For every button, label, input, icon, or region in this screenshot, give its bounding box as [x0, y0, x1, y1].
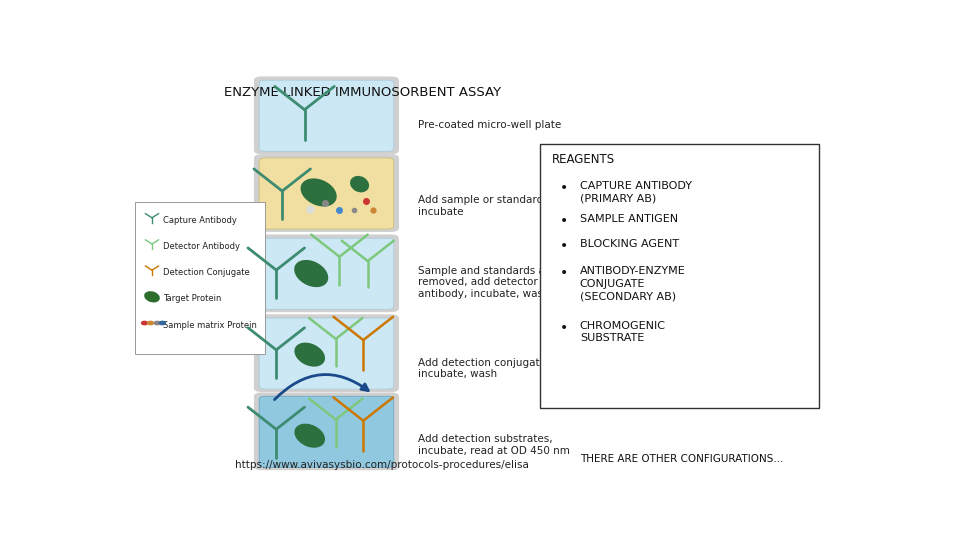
FancyBboxPatch shape: [134, 202, 265, 354]
Text: Sample matrix Protein: Sample matrix Protein: [163, 321, 257, 329]
Text: CHROMOGENIC
SUBSTRATE: CHROMOGENIC SUBSTRATE: [580, 321, 666, 343]
Ellipse shape: [295, 424, 325, 448]
Text: THERE ARE OTHER CONFIGURATIONS...: THERE ARE OTHER CONFIGURATIONS...: [580, 454, 783, 464]
Ellipse shape: [350, 176, 369, 192]
Circle shape: [159, 321, 165, 325]
Ellipse shape: [294, 260, 328, 287]
FancyBboxPatch shape: [259, 318, 394, 389]
FancyBboxPatch shape: [540, 144, 820, 408]
Text: REAGENTS: REAGENTS: [551, 153, 614, 166]
Text: •: •: [560, 181, 568, 195]
Text: https://www.avivasysbio.com/protocols-procedures/elisa: https://www.avivasysbio.com/protocols-pr…: [235, 460, 529, 470]
Ellipse shape: [300, 178, 337, 206]
Text: Sample and standards are
removed, add detector
antibody, incubate, wash: Sample and standards are removed, add de…: [418, 266, 555, 299]
Text: CAPTURE ANTIBODY
(PRIMARY AB): CAPTURE ANTIBODY (PRIMARY AB): [580, 181, 692, 204]
FancyBboxPatch shape: [259, 238, 394, 309]
Text: Add detection substrates,
incubate, read at OD 450 nm: Add detection substrates, incubate, read…: [418, 435, 569, 456]
Text: ENZYME LINKED IMMUNOSORBENT ASSAY: ENZYME LINKED IMMUNOSORBENT ASSAY: [225, 85, 501, 99]
Text: BLOCKING AGENT: BLOCKING AGENT: [580, 239, 679, 249]
Text: SAMPLE ANTIGEN: SAMPLE ANTIGEN: [580, 214, 678, 225]
Text: Detector Antibody: Detector Antibody: [163, 242, 240, 251]
Text: Target Protein: Target Protein: [163, 294, 222, 303]
Text: Add sample or standards,
incubate: Add sample or standards, incubate: [418, 195, 552, 217]
Text: Add detection conjugate,
incubate, wash: Add detection conjugate, incubate, wash: [418, 357, 549, 379]
FancyBboxPatch shape: [259, 396, 394, 467]
Text: Detection Conjugate: Detection Conjugate: [163, 268, 250, 277]
Ellipse shape: [144, 291, 159, 302]
Text: Pre-coated micro-well plate: Pre-coated micro-well plate: [418, 120, 561, 130]
Text: Capture Antibody: Capture Antibody: [163, 216, 237, 225]
Text: •: •: [560, 214, 568, 228]
FancyBboxPatch shape: [259, 80, 394, 151]
FancyBboxPatch shape: [253, 154, 399, 232]
Circle shape: [155, 321, 160, 325]
FancyBboxPatch shape: [259, 158, 394, 229]
FancyBboxPatch shape: [253, 234, 399, 312]
Text: ANTIBODY-ENZYME
CONJUGATE
(SECONDARY AB): ANTIBODY-ENZYME CONJUGATE (SECONDARY AB): [580, 266, 685, 301]
Text: •: •: [560, 266, 568, 280]
FancyBboxPatch shape: [253, 77, 399, 154]
Ellipse shape: [295, 342, 325, 367]
FancyBboxPatch shape: [253, 314, 399, 392]
Text: •: •: [560, 321, 568, 334]
Text: •: •: [560, 239, 568, 253]
Circle shape: [148, 321, 154, 325]
Circle shape: [141, 321, 148, 325]
FancyBboxPatch shape: [253, 393, 399, 470]
